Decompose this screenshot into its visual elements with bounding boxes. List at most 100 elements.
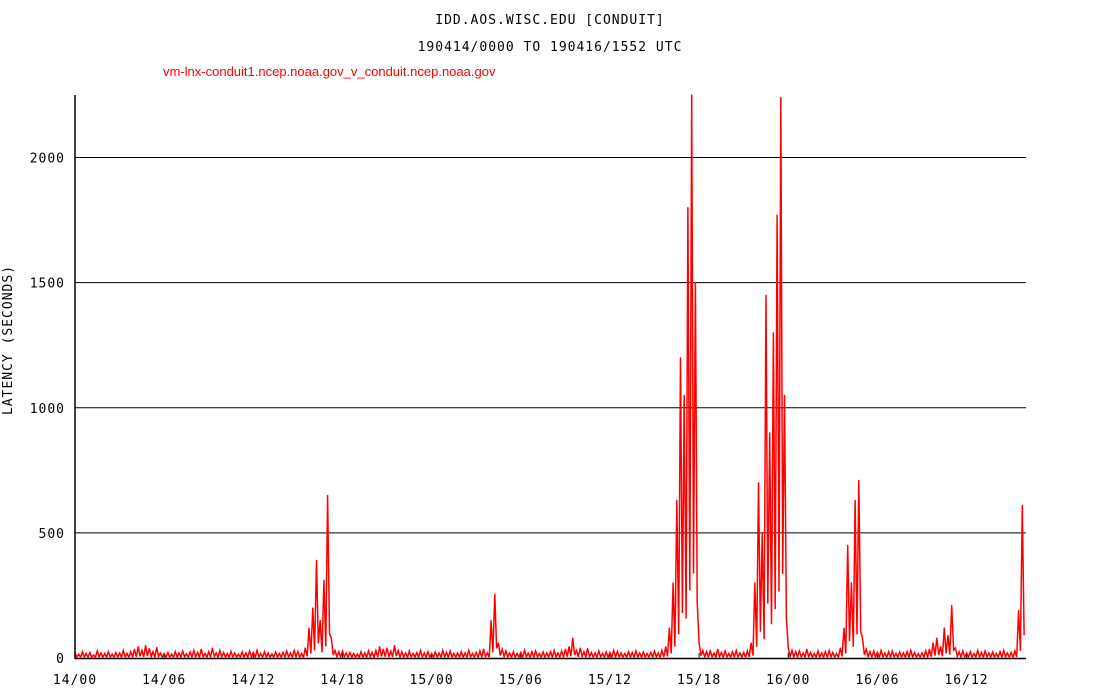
data-point: [111, 653, 113, 655]
gridlines: [75, 157, 1026, 534]
data-point: [364, 652, 366, 654]
data-point: [148, 647, 150, 650]
data-point: [642, 651, 645, 653]
chart-subtitle: 190414/0000 TO 190416/1552 UTC: [418, 40, 683, 55]
data-point: [486, 652, 488, 654]
data-point: [304, 647, 306, 649]
data-point: [572, 637, 574, 639]
data-point: [798, 650, 801, 652]
data-point: [1006, 652, 1009, 654]
data-point: [1010, 651, 1012, 654]
y-tick-label: 2000: [30, 152, 65, 167]
data-point: [880, 649, 882, 652]
data-point: [271, 653, 273, 655]
x-tick-label: 15/12: [588, 673, 632, 688]
data-point: [683, 394, 685, 396]
data-point: [423, 652, 425, 654]
data-point: [992, 651, 994, 653]
data-point: [204, 652, 206, 655]
data-point: [895, 652, 897, 655]
data-point: [936, 637, 938, 639]
data-point: [661, 649, 663, 652]
x-tick-label: 15/18: [677, 673, 721, 688]
data-point: [256, 649, 258, 652]
data-point: [252, 651, 254, 654]
data-point: [605, 651, 607, 653]
data-point: [910, 649, 912, 652]
data-point: [776, 214, 778, 216]
data-point: [914, 651, 916, 654]
data-point: [613, 649, 615, 652]
data-point: [535, 650, 537, 652]
data-point: [698, 642, 700, 644]
data-point: [639, 652, 641, 654]
data-point: [650, 651, 652, 654]
data-point: [817, 650, 819, 652]
data-point: [234, 652, 236, 654]
data-point: [631, 651, 633, 654]
data-point: [925, 650, 927, 652]
data-point: [130, 651, 132, 653]
data-point: [687, 207, 689, 209]
data-point: [137, 646, 139, 648]
data-point: [769, 432, 771, 434]
data-point: [947, 634, 949, 637]
data-point: [386, 647, 388, 649]
x-tick-label: 15/06: [499, 673, 543, 688]
data-point: [549, 651, 552, 653]
data-point: [356, 653, 358, 655]
data-point: [702, 649, 704, 652]
data-point: [646, 652, 648, 655]
data-point: [341, 650, 344, 652]
data-point: [757, 482, 760, 484]
data-point: [616, 650, 619, 653]
data-point: [471, 652, 474, 655]
data-point: [334, 649, 336, 652]
data-point: [705, 651, 708, 653]
data-point: [691, 94, 693, 96]
data-point: [85, 652, 87, 655]
data-point: [200, 648, 202, 650]
data-point: [932, 642, 934, 644]
data-point: [531, 651, 533, 653]
data-point: [237, 653, 240, 655]
data-point: [494, 593, 496, 595]
data-point: [427, 651, 429, 653]
data-point: [668, 627, 671, 629]
data-point: [215, 652, 217, 654]
data-point: [694, 282, 697, 284]
data-point: [371, 651, 373, 654]
data-point: [1021, 504, 1023, 506]
data-point: [445, 651, 448, 654]
data-point: [490, 619, 492, 622]
data-point: [330, 637, 332, 639]
data-point: [583, 651, 585, 653]
data-point: [813, 652, 815, 655]
data-point: [951, 604, 953, 607]
chart-title: IDD.AOS.WISC.EDU [CONDUIT]: [435, 13, 665, 28]
data-point: [824, 651, 827, 653]
data-point: [263, 651, 266, 653]
data-point: [107, 651, 109, 653]
x-tick-label: 16/06: [855, 673, 899, 688]
data-point: [163, 652, 165, 655]
data-point: [323, 579, 325, 582]
data-point: [601, 652, 604, 655]
data-point: [178, 652, 180, 654]
data-point: [966, 652, 968, 654]
data-point: [861, 637, 864, 639]
data-point: [286, 650, 288, 652]
data-point: [869, 651, 871, 653]
x-tick-label: 14/18: [320, 673, 364, 688]
data-point: [921, 652, 923, 654]
data-point: [1003, 649, 1005, 652]
data-point: [579, 647, 581, 649]
data-point: [245, 652, 247, 654]
data-point: [104, 652, 106, 655]
data-point: [100, 652, 102, 654]
x-tick-label: 14/00: [53, 673, 97, 688]
data-point: [891, 650, 893, 652]
data-point: [405, 652, 407, 654]
data-point: [973, 652, 975, 655]
data-point: [731, 651, 734, 653]
